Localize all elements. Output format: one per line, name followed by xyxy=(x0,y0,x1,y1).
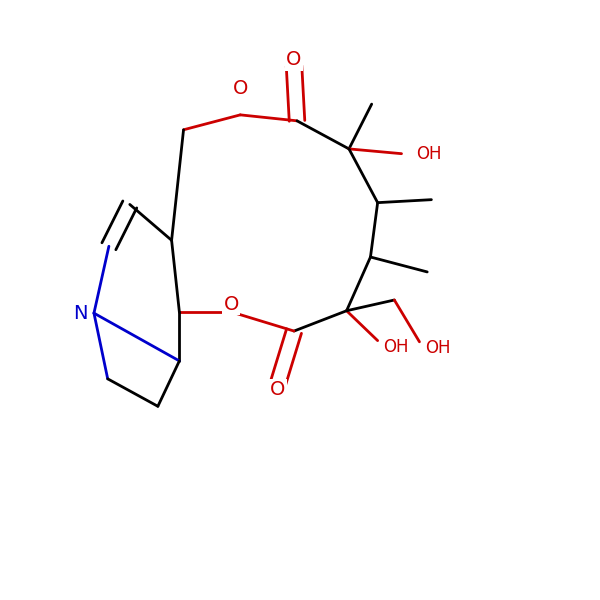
Text: OH: OH xyxy=(425,339,451,357)
Text: OH: OH xyxy=(416,145,442,163)
Text: N: N xyxy=(74,304,88,323)
Text: O: O xyxy=(233,79,248,98)
Text: O: O xyxy=(286,50,302,70)
Text: O: O xyxy=(224,295,239,314)
Text: OH: OH xyxy=(383,338,409,356)
Text: O: O xyxy=(270,380,286,399)
